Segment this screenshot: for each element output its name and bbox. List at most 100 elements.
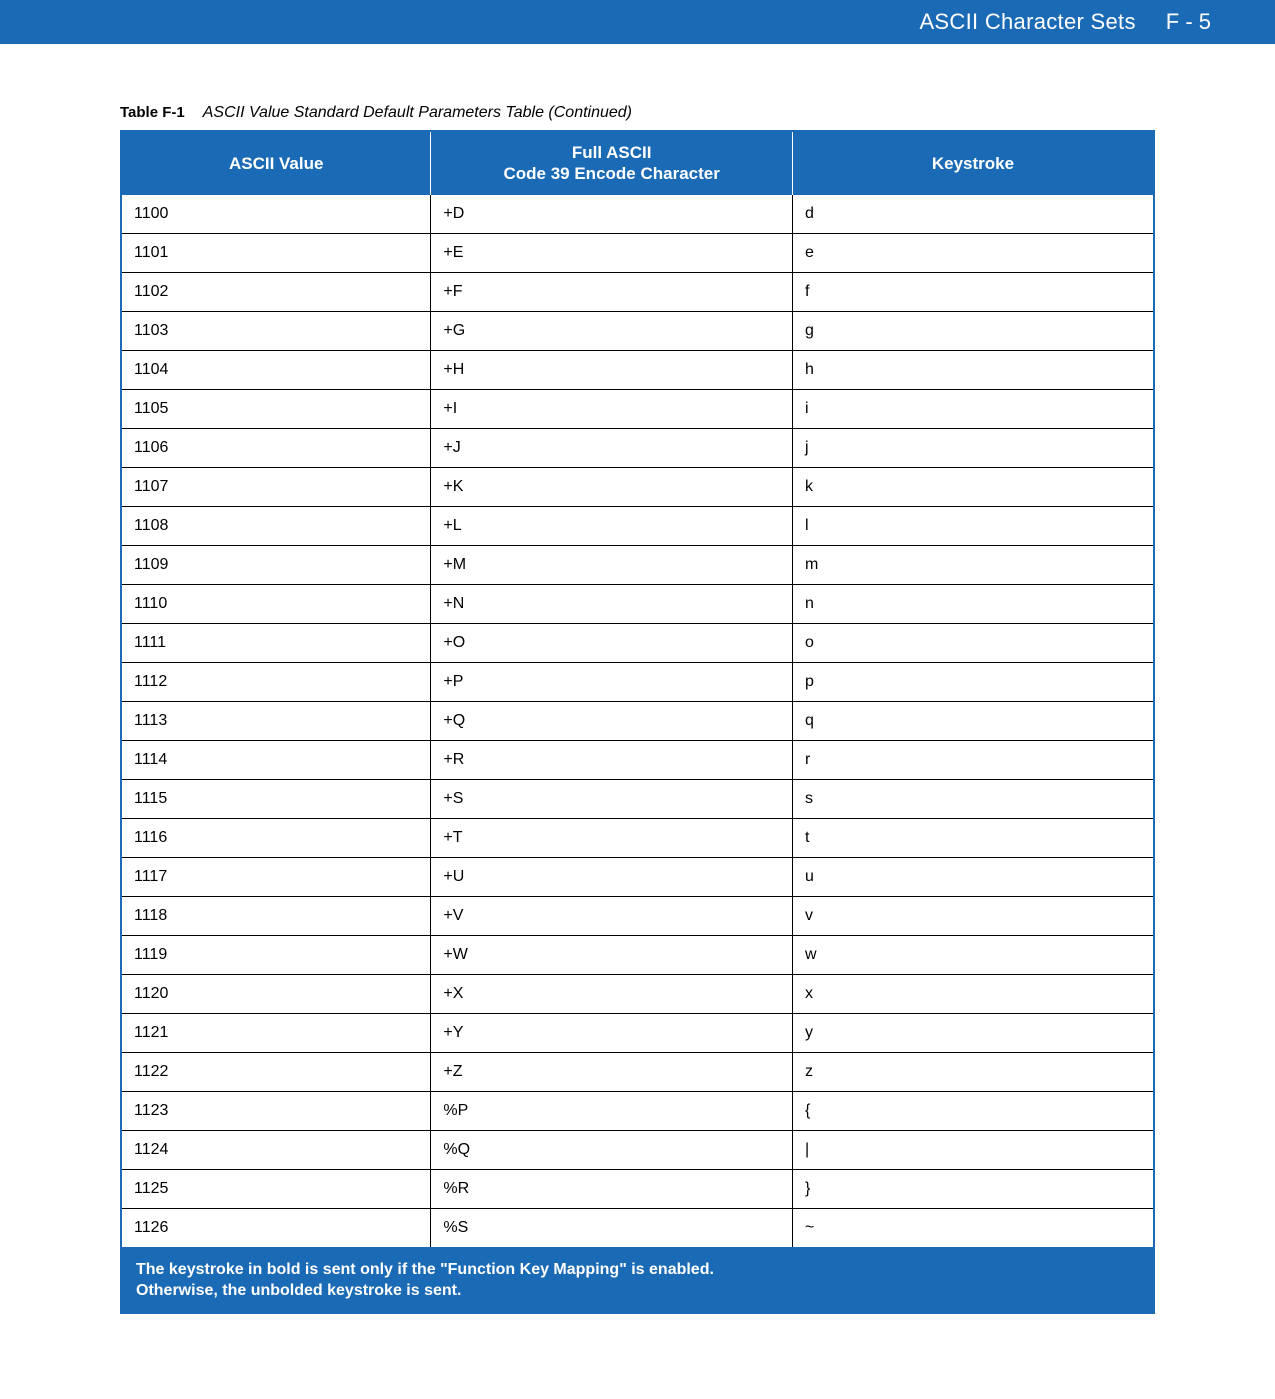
cell-keystroke: u [792, 857, 1154, 896]
table-row: 1101+Ee [121, 233, 1154, 272]
col-header-keystroke: Keystroke [792, 131, 1154, 195]
col-header-encode-line2: Code 39 Encode Character [439, 163, 784, 184]
page-header-title: ASCII Character Sets [919, 9, 1135, 35]
cell-keystroke: s [792, 779, 1154, 818]
table-row: 1110+Nn [121, 584, 1154, 623]
cell-keystroke: g [792, 311, 1154, 350]
cell-encode: +G [431, 311, 793, 350]
table-row: 1113+Qq [121, 701, 1154, 740]
cell-keystroke: v [792, 896, 1154, 935]
table-row: 1125%R} [121, 1169, 1154, 1208]
cell-keystroke: m [792, 545, 1154, 584]
cell-ascii: 1101 [121, 233, 431, 272]
cell-keystroke: x [792, 974, 1154, 1013]
cell-ascii: 1125 [121, 1169, 431, 1208]
cell-keystroke: { [792, 1091, 1154, 1130]
col-header-encode-line1: Full ASCII [439, 142, 784, 163]
cell-ascii: 1119 [121, 935, 431, 974]
cell-encode: +Q [431, 701, 793, 740]
cell-encode: +T [431, 818, 793, 857]
cell-ascii: 1114 [121, 740, 431, 779]
cell-keystroke: i [792, 389, 1154, 428]
cell-keystroke: t [792, 818, 1154, 857]
cell-keystroke: q [792, 701, 1154, 740]
cell-keystroke: o [792, 623, 1154, 662]
table-row: 1105+Ii [121, 389, 1154, 428]
cell-keystroke: ~ [792, 1208, 1154, 1248]
cell-keystroke: | [792, 1130, 1154, 1169]
table-row: 1104+Hh [121, 350, 1154, 389]
cell-ascii: 1122 [121, 1052, 431, 1091]
cell-encode: %R [431, 1169, 793, 1208]
cell-keystroke: r [792, 740, 1154, 779]
cell-ascii: 1113 [121, 701, 431, 740]
ascii-table: ASCII Value Full ASCII Code 39 Encode Ch… [120, 130, 1155, 1249]
ascii-table-body: 1100+Dd1101+Ee1102+Ff1103+Gg1104+Hh1105+… [121, 195, 1154, 1248]
cell-encode: +L [431, 506, 793, 545]
footer-note-line1: The keystroke in bold is sent only if th… [136, 1259, 1139, 1281]
table-row: 1119+Ww [121, 935, 1154, 974]
cell-encode: +N [431, 584, 793, 623]
cell-keystroke: j [792, 428, 1154, 467]
cell-ascii: 1120 [121, 974, 431, 1013]
cell-encode: +U [431, 857, 793, 896]
table-row: 1106+Jj [121, 428, 1154, 467]
table-row: 1115+Ss [121, 779, 1154, 818]
cell-encode: %Q [431, 1130, 793, 1169]
cell-ascii: 1103 [121, 311, 431, 350]
cell-keystroke: l [792, 506, 1154, 545]
cell-keystroke: k [792, 467, 1154, 506]
table-row: 1126%S~ [121, 1208, 1154, 1248]
ascii-table-head: ASCII Value Full ASCII Code 39 Encode Ch… [121, 131, 1154, 195]
cell-keystroke: z [792, 1052, 1154, 1091]
cell-encode: +P [431, 662, 793, 701]
cell-ascii: 1126 [121, 1208, 431, 1248]
cell-encode: +X [431, 974, 793, 1013]
table-row: 1122+Zz [121, 1052, 1154, 1091]
table-row: 1111+Oo [121, 623, 1154, 662]
col-header-ascii-line1: ASCII Value [130, 153, 422, 174]
table-caption: Table F-1 ASCII Value Standard Default P… [120, 104, 1155, 122]
cell-encode: +W [431, 935, 793, 974]
col-header-keystroke-line1: Keystroke [801, 153, 1145, 174]
table-row: 1123%P{ [121, 1091, 1154, 1130]
table-caption-label: Table F-1 [120, 104, 185, 121]
page-header-band: ASCII Character Sets F - 5 [0, 0, 1275, 44]
cell-ascii: 1105 [121, 389, 431, 428]
cell-ascii: 1121 [121, 1013, 431, 1052]
col-header-encode: Full ASCII Code 39 Encode Character [431, 131, 793, 195]
table-row: 1109+Mm [121, 545, 1154, 584]
table-row: 1118+Vv [121, 896, 1154, 935]
cell-ascii: 1110 [121, 584, 431, 623]
cell-encode: +O [431, 623, 793, 662]
cell-encode: +J [431, 428, 793, 467]
cell-encode: +I [431, 389, 793, 428]
page-header-number: F - 5 [1166, 9, 1211, 35]
cell-ascii: 1118 [121, 896, 431, 935]
cell-ascii: 1100 [121, 195, 431, 234]
table-row: 1102+Ff [121, 272, 1154, 311]
cell-keystroke: n [792, 584, 1154, 623]
cell-keystroke: } [792, 1169, 1154, 1208]
table-row: 1120+Xx [121, 974, 1154, 1013]
cell-ascii: 1107 [121, 467, 431, 506]
cell-ascii: 1115 [121, 779, 431, 818]
ascii-table-header-row: ASCII Value Full ASCII Code 39 Encode Ch… [121, 131, 1154, 195]
table-row: 1112+Pp [121, 662, 1154, 701]
table-row: 1114+Rr [121, 740, 1154, 779]
cell-ascii: 1102 [121, 272, 431, 311]
footer-note-line2: Otherwise, the unbolded keystroke is sen… [136, 1280, 1139, 1302]
cell-keystroke: f [792, 272, 1154, 311]
cell-ascii: 1106 [121, 428, 431, 467]
cell-encode: %P [431, 1091, 793, 1130]
table-row: 1107+Kk [121, 467, 1154, 506]
cell-encode: +K [431, 467, 793, 506]
cell-ascii: 1104 [121, 350, 431, 389]
table-row: 1124%Q| [121, 1130, 1154, 1169]
page: ASCII Character Sets F - 5 Table F-1 ASC… [0, 0, 1275, 1354]
table-row: 1116+Tt [121, 818, 1154, 857]
cell-ascii: 1112 [121, 662, 431, 701]
cell-encode: +Y [431, 1013, 793, 1052]
cell-keystroke: e [792, 233, 1154, 272]
col-header-ascii: ASCII Value [121, 131, 431, 195]
